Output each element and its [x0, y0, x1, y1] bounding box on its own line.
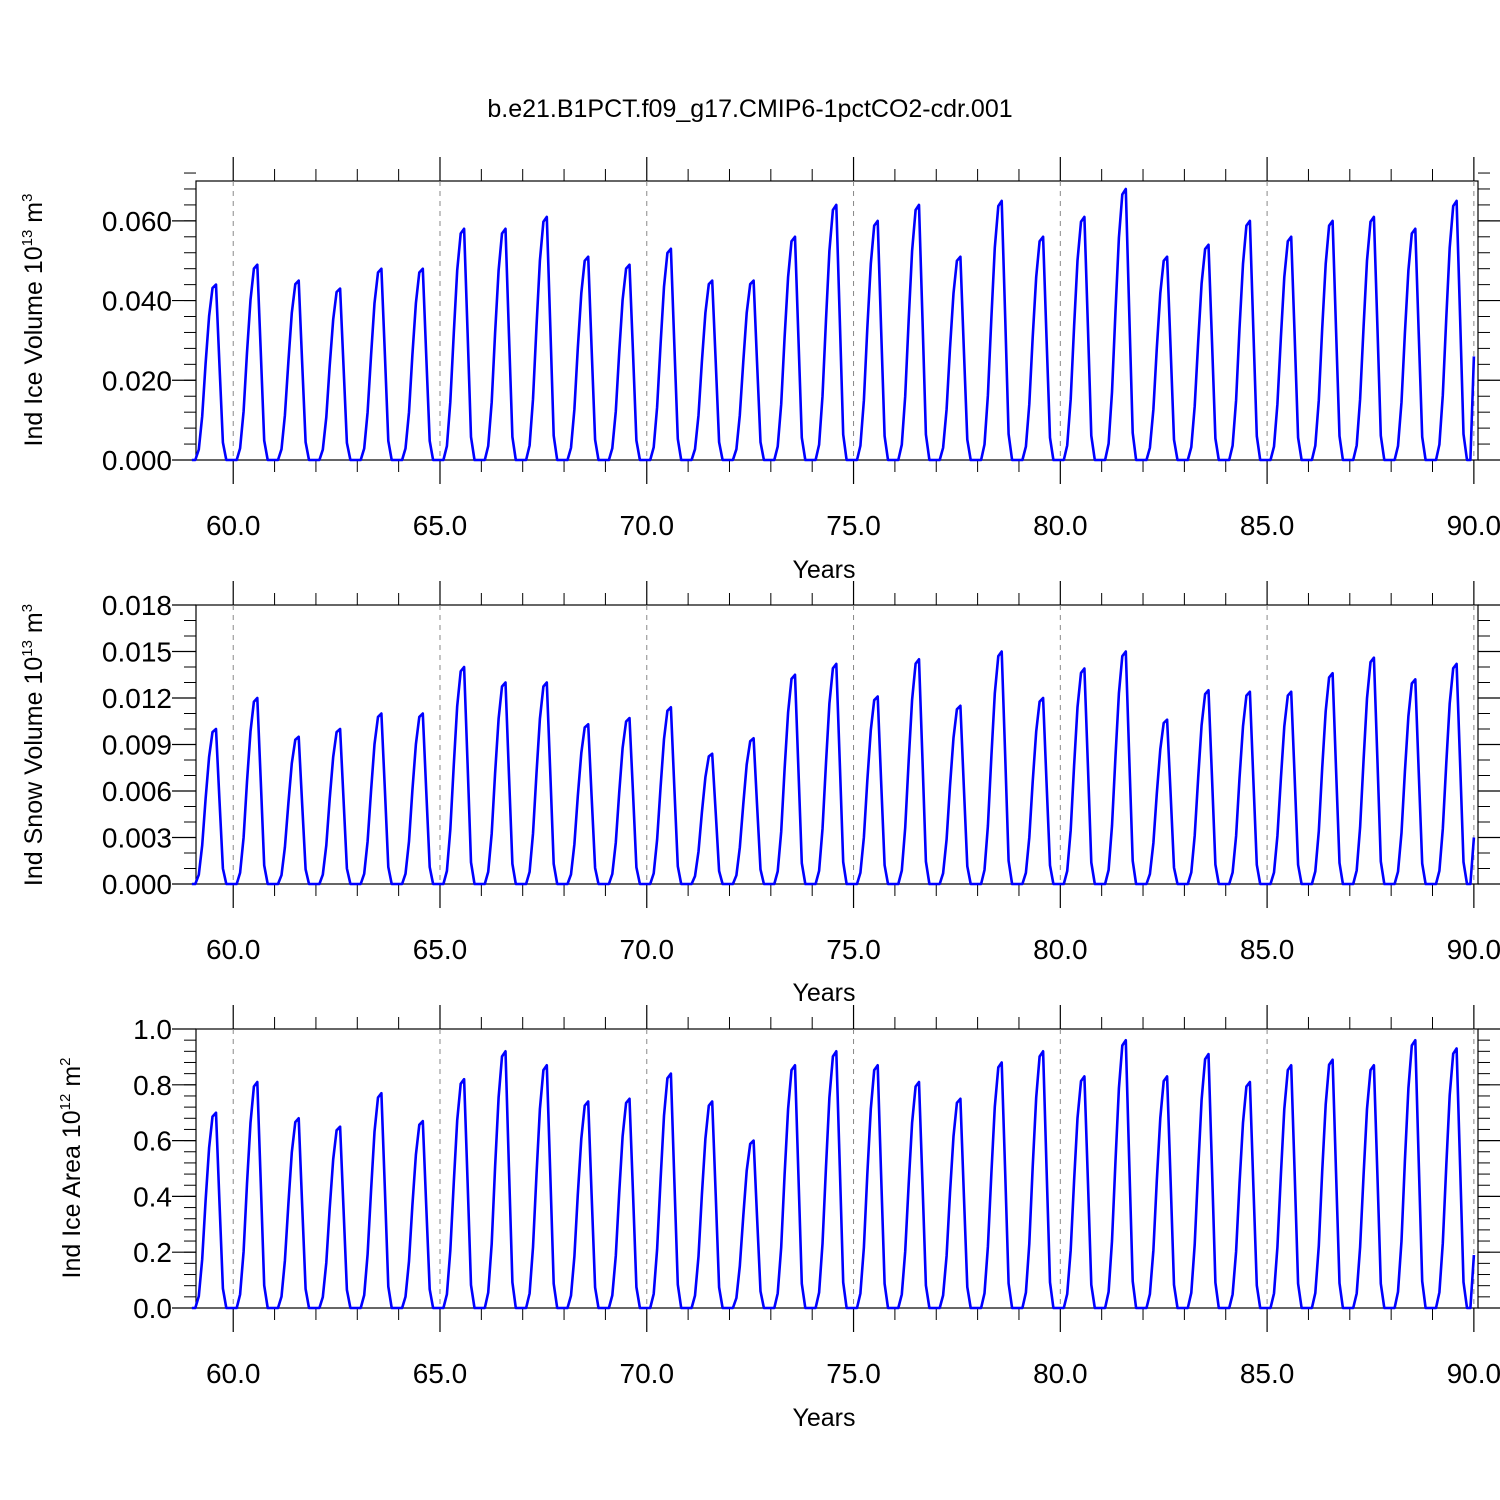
x-tick-label: 80.0 [1033, 934, 1088, 965]
y-axis-label: Ind Snow Volume 1013 m3 [19, 604, 48, 886]
x-tick-label: 90.0 [1447, 1358, 1500, 1389]
y-tick-label: 0.6 [133, 1126, 172, 1157]
y-tick-label: 0.8 [133, 1070, 172, 1101]
x-tick-label: 60.0 [206, 1358, 261, 1389]
y-tick-label: 0.009 [102, 730, 172, 761]
series-line [191, 187, 1476, 462]
x-tick-label: 60.0 [206, 934, 261, 965]
y-tick-label: 0.0 [133, 1293, 172, 1324]
x-tick-label: 80.0 [1033, 510, 1088, 541]
x-tick-label: 90.0 [1447, 510, 1500, 541]
plot-frame [195, 1028, 1479, 1309]
x-tick-label: 70.0 [620, 934, 675, 965]
series-line [191, 1038, 1476, 1310]
y-tick-label: 0.000 [102, 445, 172, 476]
x-tick-label: 85.0 [1240, 934, 1295, 965]
x-tick-label: 80.0 [1033, 1358, 1088, 1389]
y-tick-label: 0.2 [133, 1237, 172, 1268]
y-tick-label: 0.000 [102, 869, 172, 900]
x-tick-label: 70.0 [620, 1358, 675, 1389]
x-tick-label: 85.0 [1240, 1358, 1295, 1389]
x-axis-label: Years [792, 1404, 855, 1432]
x-tick-label: 75.0 [826, 934, 881, 965]
y-tick-label: 0.040 [102, 286, 172, 317]
ice-volume-panel: Years Ind Ice Volume 1013 m3 60.0 65.0 70.… [19, 157, 1500, 584]
x-tick-label: 75.0 [826, 1358, 881, 1389]
x-axis-label: Years [792, 556, 855, 584]
chart-title: b.e21.B1PCT.f09_g17.CMIP6-1pctCO2-cdr.00… [487, 95, 1012, 123]
series-line [191, 650, 1476, 886]
y-tick-label: 0.006 [102, 776, 172, 807]
y-axis-label: Ind Ice Area 1012 m2 [57, 1058, 86, 1279]
y-tick-label: 0.020 [102, 365, 172, 396]
y-tick-label: 0.003 [102, 823, 172, 854]
x-tick-label: 70.0 [620, 510, 675, 541]
y-axis-label: Ind Ice Volume 1013 m3 [19, 194, 48, 447]
y-tick-label: 0.060 [102, 206, 172, 237]
y-tick-label: 0.4 [133, 1181, 172, 1212]
snow-volume-panel: Years Ind Snow Volume 1013 m3 60.0 65.0 70… [19, 581, 1500, 1007]
x-tick-label: 65.0 [413, 1358, 468, 1389]
y-tick-label: 0.018 [102, 590, 172, 621]
plot-frame [195, 180, 1479, 461]
y-tick-label: 0.015 [102, 637, 172, 668]
x-tick-label: 65.0 [413, 510, 468, 541]
y-tick-label: 1.0 [133, 1014, 172, 1045]
x-axis-label: Years [792, 979, 855, 1007]
x-tick-label: 75.0 [826, 510, 881, 541]
x-tick-label: 85.0 [1240, 510, 1295, 541]
x-tick-label: 65.0 [413, 934, 468, 965]
ice-area-panel: Years Ind Ice Area 1012 m2 60.0 65.0 70.0 7… [57, 1005, 1500, 1432]
x-tick-label: 90.0 [1447, 934, 1500, 965]
x-tick-label: 60.0 [206, 510, 261, 541]
y-tick-label: 0.012 [102, 683, 172, 714]
